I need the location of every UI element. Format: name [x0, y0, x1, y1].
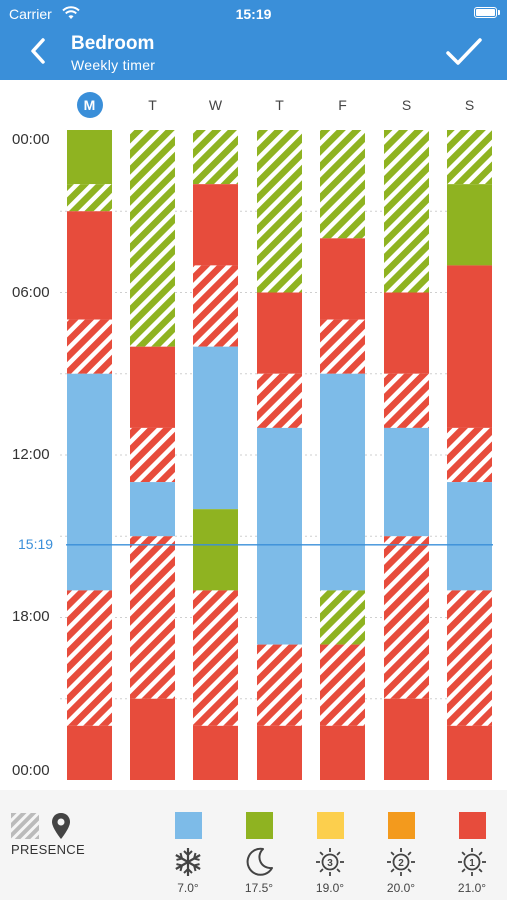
schedule-block-day2-6[interactable] [130, 698, 175, 780]
svg-text:3: 3 [327, 858, 333, 869]
day-header-3[interactable]: W [208, 97, 223, 113]
legend-temp-2: 17.5° [244, 881, 274, 895]
schedule-block-day7-7[interactable] [447, 725, 492, 780]
status-bar: Carrier 15:19 [0, 0, 507, 28]
schedule-block-day7-5[interactable] [447, 482, 492, 591]
schedule-block-day4-6[interactable] [257, 725, 302, 780]
presence-hatch-icon [11, 813, 39, 839]
day-header-4[interactable]: T [275, 97, 284, 113]
schedule-block-day4-3[interactable] [257, 373, 302, 428]
time-label-0: 00:00 [12, 131, 50, 148]
legend-temp-4: 20.0° [386, 881, 416, 895]
legend-temp-5: 21.0° [457, 881, 487, 895]
schedule-block-day1-7[interactable] [67, 725, 112, 780]
sun-1-icon: 1 [458, 848, 486, 876]
schedule-block-day6-3[interactable] [384, 373, 429, 428]
legend-swatch-5[interactable] [459, 812, 486, 839]
schedule-block-day4-2[interactable] [257, 292, 302, 374]
schedule-block-day1-1[interactable] [67, 130, 112, 185]
legend-swatch-3[interactable] [317, 812, 344, 839]
schedule-block-day7-3[interactable] [447, 265, 492, 428]
time-label-18: 18:00 [12, 608, 50, 625]
schedule-block-day5-3[interactable] [320, 319, 365, 374]
schedule-block-day2-4[interactable] [130, 482, 175, 537]
schedule-block-day7-6[interactable] [447, 590, 492, 726]
schedule-block-day1-2[interactable] [67, 184, 112, 212]
schedule-block-day3-6[interactable] [193, 590, 238, 726]
schedule-block-day7-1[interactable] [447, 130, 492, 185]
schedule-block-day1-5[interactable] [67, 373, 112, 591]
sun-2-icon: 2 [387, 848, 415, 876]
schedule-block-day6-5[interactable] [384, 536, 429, 699]
legend-swatch-2[interactable] [246, 812, 273, 839]
day-header-5[interactable]: F [338, 97, 347, 113]
schedule-block-day2-1[interactable] [130, 130, 175, 347]
schedule-block-day1-6[interactable] [67, 590, 112, 726]
schedule-block-day1-3[interactable] [67, 211, 112, 320]
schedule-block-day5-4[interactable] [320, 373, 365, 591]
page-title: Bedroom [71, 33, 155, 54]
schedule-block-day2-3[interactable] [130, 427, 175, 483]
current-time-label: 15:19 [18, 535, 54, 552]
checkmark-icon[interactable] [444, 36, 484, 68]
status-time: 15:19 [235, 6, 272, 22]
schedule-block-day3-7[interactable] [193, 725, 238, 780]
battery-icon [474, 7, 500, 18]
legend-temp-3: 19.0° [315, 881, 345, 895]
schedule-block-day6-2[interactable] [384, 292, 429, 374]
schedule-block-day7-4[interactable] [447, 427, 492, 483]
time-label-24: 00:00 [12, 762, 50, 779]
schedule-block-day2-5[interactable] [130, 536, 175, 699]
svg-text:2: 2 [398, 858, 404, 869]
legend-swatch-4[interactable] [388, 812, 415, 839]
schedule-block-day5-2[interactable] [320, 238, 365, 320]
wifi-icon [62, 6, 80, 19]
schedule-block-day6-6[interactable] [384, 698, 429, 780]
day-header-7[interactable]: S [464, 97, 475, 113]
schedule-block-day5-1[interactable] [320, 130, 365, 239]
snowflake-icon [175, 848, 201, 876]
location-pin-icon [52, 813, 70, 839]
header-bar: Carrier 15:19 Bedroom Weekly timer [0, 0, 507, 80]
day-header-6[interactable]: S [401, 97, 412, 113]
schedule-block-day5-5[interactable] [320, 590, 365, 645]
day-header-2[interactable]: T [148, 97, 157, 113]
legend-temp-1: 7.0° [177, 881, 199, 895]
back-arrow-icon[interactable] [26, 36, 50, 66]
schedule-block-day3-2[interactable] [193, 184, 238, 266]
time-label-6: 06:00 [12, 284, 50, 301]
schedule-block-day4-5[interactable] [257, 644, 302, 726]
svg-text:1: 1 [469, 858, 475, 869]
schedule-block-day3-4[interactable] [193, 346, 238, 510]
schedule-block-day4-4[interactable] [257, 427, 302, 645]
schedule-block-day3-3[interactable] [193, 265, 238, 347]
sun-3-icon: 3 [316, 848, 344, 876]
schedule-block-day6-1[interactable] [384, 130, 429, 293]
legend-panel [0, 790, 507, 900]
schedule-block-day6-4[interactable] [384, 427, 429, 537]
schedule-block-day4-1[interactable] [257, 130, 302, 293]
schedule-block-day1-4[interactable] [67, 319, 112, 374]
presence-label: PRESENCE [11, 842, 85, 857]
day-header-1[interactable]: M [76, 92, 103, 118]
carrier-label: Carrier [9, 6, 52, 22]
time-label-12: 12:00 [12, 446, 50, 463]
page-subtitle: Weekly timer [71, 57, 156, 73]
legend-swatch-1[interactable] [175, 812, 202, 839]
schedule-block-day5-6[interactable] [320, 644, 365, 726]
schedule-block-day3-5[interactable] [193, 509, 238, 591]
schedule-block-day2-2[interactable] [130, 346, 175, 428]
schedule-block-day7-2[interactable] [447, 184, 492, 266]
schedule-block-day5-7[interactable] [320, 725, 365, 780]
schedule-block-day3-1[interactable] [193, 130, 238, 185]
moon-icon [246, 847, 273, 876]
